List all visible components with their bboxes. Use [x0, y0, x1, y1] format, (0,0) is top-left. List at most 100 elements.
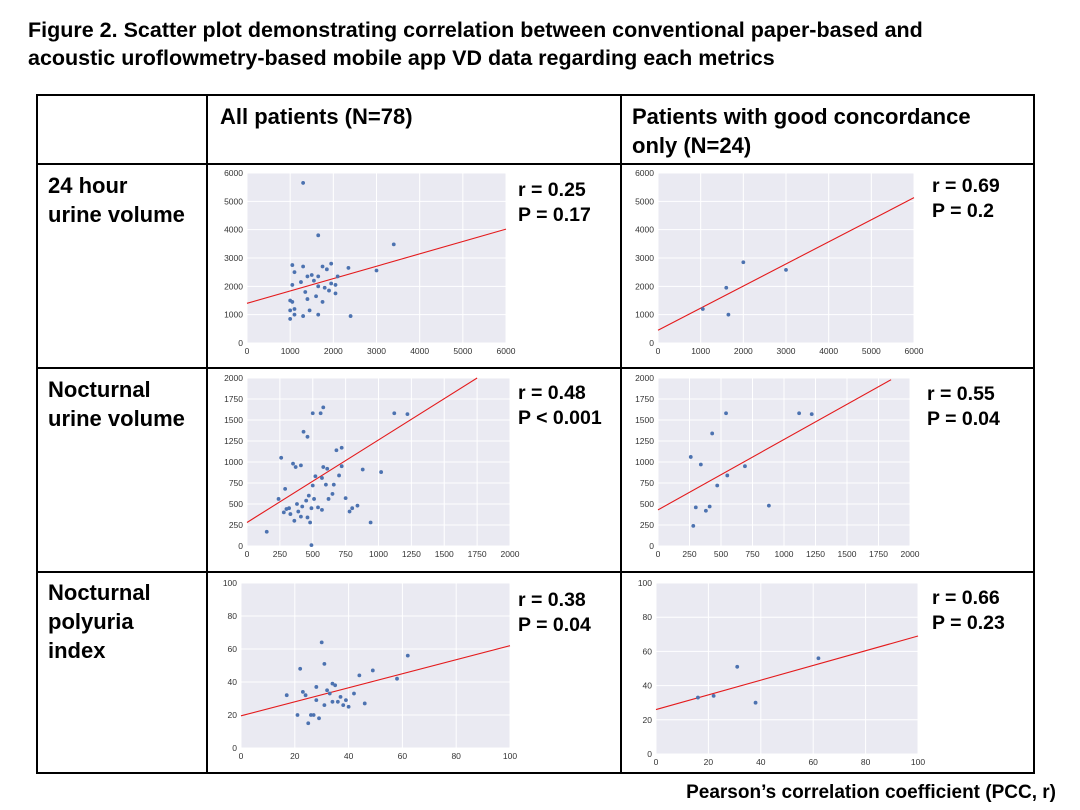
- data-point: [322, 285, 327, 290]
- y-tick-label: 80: [643, 612, 653, 622]
- data-point: [317, 716, 321, 721]
- table-border-header: [36, 163, 1035, 165]
- data-point: [314, 685, 319, 689]
- data-point: [310, 483, 315, 488]
- pearson-r: r = 0.48: [518, 382, 586, 404]
- figure-footer: Pearson’s correlation coefficient (PCC, …: [686, 782, 1056, 803]
- column-header-all-patients: All patients (N=78): [220, 102, 413, 131]
- x-tick-label: 60: [398, 751, 408, 761]
- x-tick-label: 4000: [410, 346, 429, 356]
- column-header-good-line-1: Patients with good concordance: [632, 104, 971, 129]
- x-tick-label: 40: [344, 751, 354, 761]
- data-point: [264, 529, 269, 534]
- data-point: [327, 691, 332, 696]
- x-tick-label: 100: [911, 757, 925, 767]
- data-point: [309, 273, 314, 277]
- data-point: [326, 497, 331, 501]
- data-point: [688, 455, 693, 459]
- data-point: [316, 233, 321, 238]
- data-point: [352, 691, 356, 696]
- data-point: [320, 507, 324, 512]
- y-tick-label: 40: [228, 677, 238, 687]
- data-point: [370, 668, 375, 673]
- x-tick-label: 6000: [905, 346, 924, 356]
- x-tick-label: 1000: [281, 346, 300, 356]
- row-label-24h-urine-volume: 24 hour urine volume: [48, 171, 185, 229]
- scatter-plot-24h-all: 0 1000 2000 3000 4000 5000 6000 0 1000 2000 3000 40…: [224, 168, 516, 356]
- data-point: [306, 721, 311, 726]
- stats-npi-good: r = 0.66 P = 0.23: [932, 586, 1005, 636]
- data-point: [290, 283, 295, 287]
- y-tick-label: 1250: [224, 436, 243, 446]
- data-point: [309, 713, 313, 717]
- data-point: [293, 465, 298, 469]
- data-point: [707, 504, 712, 509]
- y-tick-label: 1500: [635, 415, 654, 425]
- data-point: [816, 656, 821, 661]
- data-point: [700, 307, 705, 311]
- regression-line: [657, 379, 892, 511]
- row-label-nocturnal-urine-volume: Nocturnal urine volume: [48, 375, 185, 433]
- x-tick-label: 500: [306, 549, 320, 559]
- data-point: [334, 448, 339, 453]
- pearson-r: r = 0.38: [518, 589, 586, 611]
- data-point: [405, 653, 410, 658]
- y-tick-label: 0: [647, 749, 652, 759]
- data-point: [321, 465, 326, 469]
- y-tick-label: 4000: [224, 225, 243, 235]
- data-point: [305, 274, 310, 279]
- y-tick-label: 1750: [635, 394, 654, 404]
- row-label-line: urine volume: [48, 406, 185, 431]
- x-tick-label: 40: [756, 757, 766, 767]
- data-point: [405, 412, 410, 417]
- data-point: [797, 411, 802, 416]
- data-point: [306, 493, 311, 498]
- x-tick-label: 250: [682, 549, 696, 559]
- data-point: [710, 431, 715, 436]
- table-border-bottom: [36, 772, 1035, 774]
- data-point: [305, 297, 310, 301]
- data-point: [287, 506, 291, 511]
- row-label-line: 24 hour: [48, 173, 128, 198]
- data-point: [320, 264, 325, 269]
- data-point: [693, 505, 698, 510]
- x-tick-label: 5000: [453, 346, 472, 356]
- data-point: [331, 482, 336, 487]
- x-tick-label: 2000: [501, 549, 520, 559]
- scatter-plot-nocturnal-all: 0 250 500 750 1000 1250 1500 1750 2000 0 250 500 750…: [224, 373, 520, 559]
- y-tick-label: 500: [640, 499, 654, 509]
- x-tick-label: 0: [245, 346, 250, 356]
- data-point: [303, 290, 308, 294]
- data-point: [312, 497, 316, 501]
- regression-line: [246, 228, 507, 304]
- data-point: [296, 509, 301, 514]
- stats-npi-all: r = 0.38 P = 0.04: [518, 588, 591, 638]
- data-point: [330, 699, 335, 704]
- column-header-all-label: All patients (N=78): [220, 104, 413, 129]
- data-point: [318, 411, 323, 416]
- pearson-r: r = 0.55: [927, 383, 995, 405]
- x-tick-label: 750: [745, 549, 759, 559]
- p-value: P < 0.001: [518, 407, 602, 429]
- p-value: P = 0.04: [518, 614, 591, 636]
- data-point: [292, 312, 297, 317]
- x-tick-label: 750: [339, 549, 353, 559]
- data-point: [307, 308, 312, 313]
- x-tick-label: 80: [451, 751, 461, 761]
- table-border-top: [36, 94, 1035, 96]
- data-point: [300, 690, 305, 694]
- y-tick-label: 3000: [635, 253, 654, 263]
- row-label-line: polyuria: [48, 609, 134, 634]
- y-tick-label: 2000: [224, 281, 243, 291]
- stats-24h-all: r = 0.25 P = 0.17: [518, 178, 591, 228]
- data-point: [329, 281, 334, 286]
- data-point: [346, 704, 351, 709]
- row-label-line: Nocturnal: [48, 580, 151, 605]
- data-point: [324, 482, 328, 487]
- column-header-good-line-2: only (N=24): [632, 133, 752, 158]
- data-point: [337, 473, 341, 478]
- data-point: [313, 474, 318, 479]
- y-tick-label: 40: [643, 681, 653, 691]
- data-point: [288, 317, 293, 321]
- y-tick-label: 60: [643, 646, 653, 656]
